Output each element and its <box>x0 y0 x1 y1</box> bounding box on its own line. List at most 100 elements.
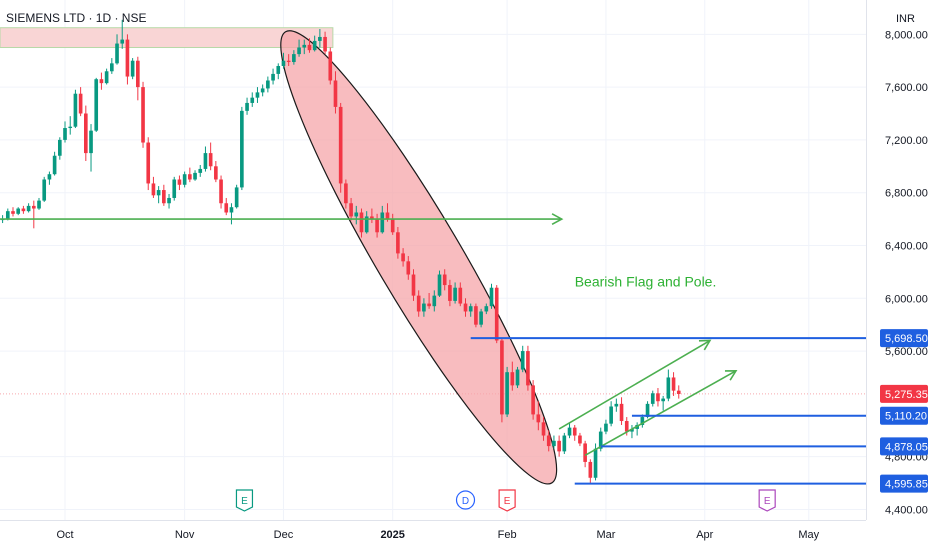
price-axis-label: 6,800.00 <box>885 188 928 200</box>
candle-body <box>354 212 359 217</box>
candle-body <box>120 39 125 44</box>
candle <box>437 270 442 297</box>
candle <box>266 76 270 93</box>
candle <box>567 422 572 439</box>
candle-body <box>583 443 587 462</box>
candle-body <box>385 212 390 220</box>
candle-body <box>468 306 473 312</box>
drawing-layer-back <box>0 27 866 485</box>
candle <box>526 345 530 391</box>
candle <box>406 256 411 280</box>
candle-body <box>437 274 442 296</box>
candle-body <box>224 203 229 213</box>
candle <box>188 167 192 183</box>
price-axis-label: 6,400.00 <box>885 240 928 252</box>
candle <box>578 432 582 447</box>
price-axis-label: 8,000.00 <box>885 29 928 41</box>
candle <box>203 146 208 172</box>
candle-body <box>484 306 489 312</box>
candle <box>442 269 447 291</box>
candle-body <box>422 303 426 312</box>
candle-body <box>515 369 520 386</box>
candle-body <box>5 211 10 220</box>
candle-body <box>380 212 385 233</box>
candle <box>515 366 520 389</box>
candle <box>650 390 655 407</box>
event-marker-label: E <box>504 496 511 507</box>
candle-body <box>312 40 317 51</box>
price-axis-label: 7,600.00 <box>885 82 928 94</box>
candle <box>31 200 36 229</box>
candle <box>541 417 546 441</box>
candle-body <box>21 208 26 212</box>
candle-body <box>390 219 395 233</box>
candle-body <box>520 351 525 370</box>
candle <box>630 424 634 439</box>
candle-body <box>536 414 541 423</box>
level-price-tag: 4,595.85 <box>880 474 928 493</box>
candle-body <box>505 372 509 415</box>
candle <box>609 401 613 427</box>
candle <box>63 121 67 143</box>
candle-body <box>500 340 504 415</box>
flag-lower-arrow-shaft <box>584 370 737 457</box>
time-axis-label: Apr <box>696 529 713 541</box>
candle-body <box>489 287 494 307</box>
candle <box>505 366 509 418</box>
pattern-annotation: Bearish Flag and Pole. <box>575 273 717 289</box>
candle <box>110 58 114 74</box>
candle <box>94 77 99 132</box>
candle <box>182 171 187 188</box>
candle <box>411 269 416 301</box>
candle <box>323 31 327 55</box>
candle-body <box>442 274 447 286</box>
candle-body <box>266 80 270 89</box>
candle <box>130 58 135 80</box>
candle <box>312 35 317 52</box>
candle-body <box>167 197 171 204</box>
candle-body <box>193 172 197 180</box>
candle-body <box>359 212 364 233</box>
candle-body <box>115 43 119 64</box>
candle-body <box>604 423 608 432</box>
time-axis[interactable]: Oct Nov Dec 2025 Feb Mar Apr May <box>56 529 819 541</box>
candle-body <box>104 71 109 84</box>
candle-body <box>297 47 301 55</box>
candle <box>500 337 504 423</box>
support-arrow-head <box>551 213 564 226</box>
candle <box>276 63 281 80</box>
candle-body <box>208 153 213 167</box>
candle-body <box>541 422 546 436</box>
level-price-tag-label: 5,698.50 <box>885 333 928 345</box>
level-price-tag-bg <box>880 329 928 348</box>
time-axis-label: May <box>798 529 819 541</box>
candle <box>396 227 400 259</box>
candle-body <box>479 311 483 325</box>
candle <box>42 176 47 202</box>
chart-title: SIEMENS LTD · 1D · NSE <box>6 11 146 25</box>
candle <box>489 283 494 309</box>
candle-body <box>136 60 140 88</box>
candle-body <box>609 406 613 424</box>
time-axis-label: Dec <box>274 529 294 541</box>
candle <box>286 54 291 66</box>
candle-body <box>286 60 291 63</box>
candle <box>162 184 166 206</box>
time-axis-label: Feb <box>498 529 517 541</box>
event-marker: D <box>455 490 476 510</box>
candle <box>510 361 515 391</box>
candle-body <box>83 113 88 154</box>
candle-body <box>302 44 307 48</box>
candle <box>562 432 567 455</box>
candle-body <box>57 139 62 156</box>
candle <box>26 203 31 213</box>
event-marker: E <box>235 489 254 512</box>
candle <box>661 395 665 411</box>
candle-body <box>671 377 676 391</box>
candle-body <box>182 174 187 185</box>
candle-body <box>11 211 15 214</box>
candle <box>151 176 156 198</box>
candle-body <box>666 377 671 399</box>
time-axis-label: Oct <box>56 529 73 541</box>
